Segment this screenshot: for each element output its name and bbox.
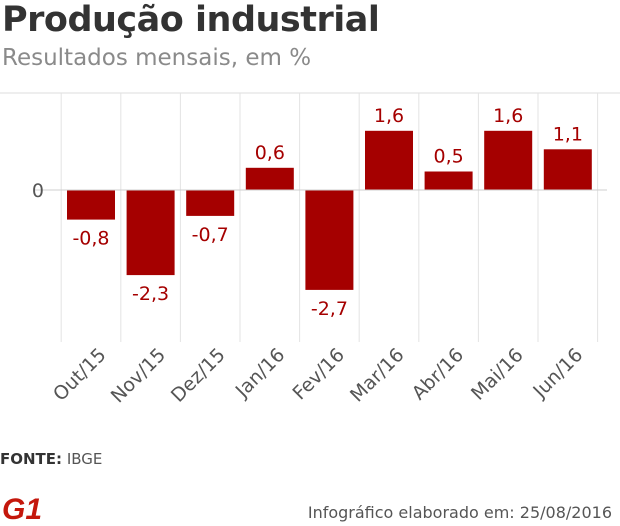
data-label: 1,6 bbox=[493, 105, 523, 127]
bar-fev-16 bbox=[305, 190, 354, 290]
x-tick-label: Nov/15 bbox=[107, 344, 170, 407]
bar-mar-16 bbox=[365, 130, 413, 190]
data-label: -2,7 bbox=[311, 298, 348, 320]
bar-dez-15 bbox=[186, 190, 235, 216]
x-tick-label: Dez/15 bbox=[167, 344, 230, 407]
value-labels: -0,8 -2,3 -0,7 0,6 -2,7 1,6 0,5 1,6 1,1 bbox=[72, 105, 582, 320]
bar-out-15 bbox=[67, 190, 115, 220]
x-tick-label: Mai/16 bbox=[467, 344, 528, 405]
y-tick-label: 0 bbox=[32, 180, 44, 202]
data-label: -0,7 bbox=[192, 224, 229, 246]
bar-jan-16 bbox=[245, 167, 294, 190]
x-tick-label: Jan/16 bbox=[231, 344, 290, 403]
x-tick-label: Abr/16 bbox=[408, 344, 468, 404]
bar-jun-16 bbox=[543, 149, 592, 190]
data-label: -0,8 bbox=[72, 228, 109, 250]
bar-mai-16 bbox=[484, 130, 533, 190]
x-tick-label: Jun/16 bbox=[528, 344, 587, 403]
data-label: -2,3 bbox=[132, 283, 169, 305]
bar-abr-16 bbox=[424, 171, 473, 190]
credit-line: Infográfico elaborado em: 25/08/2016 bbox=[307, 503, 612, 522]
bars bbox=[67, 130, 592, 290]
chart-title: Produção industrial bbox=[2, 0, 380, 40]
data-label: 0,5 bbox=[433, 146, 463, 168]
x-tick-label: Fev/16 bbox=[289, 344, 349, 404]
data-label: 0,6 bbox=[255, 142, 285, 164]
gridlines bbox=[60, 93, 599, 342]
chart-subtitle: Resultados mensais, em % bbox=[2, 45, 312, 71]
g1-logo: G1 bbox=[2, 493, 42, 522]
data-label: 1,1 bbox=[553, 123, 583, 145]
x-tick-label: Mar/16 bbox=[346, 344, 409, 407]
bar-nov-15 bbox=[126, 190, 175, 276]
data-label: 1,6 bbox=[374, 105, 404, 127]
x-tick-label: Out/15 bbox=[49, 344, 111, 406]
source-line: FONTE: IBGE bbox=[0, 450, 102, 468]
g1-logo-text: G1 bbox=[2, 493, 42, 522]
source-value: IBGE bbox=[66, 450, 103, 468]
source-label: FONTE: bbox=[0, 450, 63, 468]
